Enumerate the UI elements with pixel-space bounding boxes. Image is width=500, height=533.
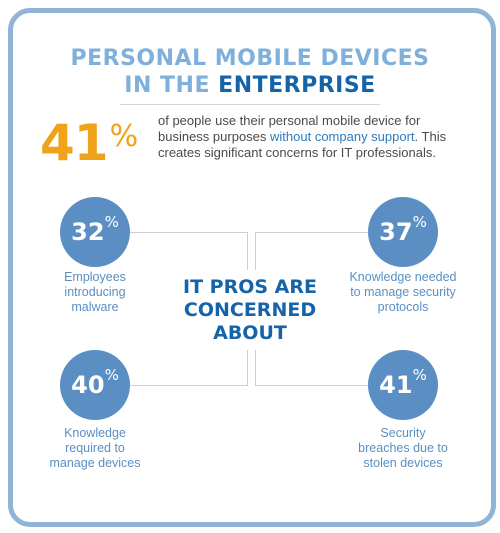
center-heading-line: IT PROS ARE bbox=[183, 276, 317, 298]
title-divider bbox=[120, 104, 380, 105]
stat-unit-manage-devices: % bbox=[104, 366, 119, 384]
headline-text-before: of people use their personal mobile devi… bbox=[158, 113, 421, 144]
stat-value-stolen-devices: 41 bbox=[379, 371, 413, 399]
caption-line: Security bbox=[380, 426, 426, 440]
connector-top-right-drop bbox=[255, 232, 256, 270]
stat-value-security-protocols: 37 bbox=[379, 218, 413, 246]
connector-bottom-left bbox=[130, 385, 248, 386]
title-emphasis: ENTERPRISE bbox=[218, 73, 376, 98]
infographic-card bbox=[8, 8, 496, 527]
title-line-1: PERSONAL MOBILE DEVICES bbox=[70, 46, 430, 71]
caption-security-protocols: Knowledge needed to manage security prot… bbox=[328, 270, 478, 315]
headline-text-after: . This creates significant concerns for … bbox=[158, 129, 447, 160]
connector-top-right bbox=[255, 232, 370, 233]
stat-circle-stolen-devices: 41% bbox=[368, 350, 438, 420]
caption-line: stolen devices bbox=[363, 456, 443, 470]
caption-line: malware bbox=[71, 300, 119, 314]
connector-bottom-right-rise bbox=[255, 350, 256, 386]
caption-line: Employees bbox=[64, 270, 126, 284]
headline-text-highlight: without company support bbox=[270, 129, 415, 144]
caption-stolen-devices: Security breaches due to stolen devices bbox=[328, 426, 478, 471]
headline-stat-value: 41 bbox=[40, 114, 109, 172]
caption-malware: Employees introducing malware bbox=[20, 270, 170, 315]
caption-line: protocols bbox=[377, 300, 429, 314]
title-prefix: IN THE bbox=[124, 73, 210, 98]
caption-line: introducing bbox=[64, 285, 126, 299]
connector-top-left-drop bbox=[247, 232, 248, 270]
stat-circle-manage-devices: 40% bbox=[60, 350, 130, 420]
center-heading: IT PROS ARE CONCERNED ABOUT bbox=[150, 276, 350, 345]
stat-value-malware: 32 bbox=[71, 218, 105, 246]
caption-line: to manage security bbox=[350, 285, 456, 299]
headline-stat-unit: % bbox=[109, 119, 138, 154]
stat-unit-malware: % bbox=[104, 213, 119, 231]
headline-stat: 41% bbox=[40, 118, 138, 168]
connector-bottom-left-rise bbox=[247, 350, 248, 386]
caption-line: Knowledge needed bbox=[349, 270, 457, 284]
title-line-2: IN THE ENTERPRISE bbox=[0, 73, 500, 98]
caption-line: manage devices bbox=[49, 456, 141, 470]
center-heading-line: CONCERNED bbox=[183, 299, 317, 321]
stat-circle-malware: 32% bbox=[60, 197, 130, 267]
connector-bottom-right bbox=[255, 385, 370, 386]
caption-manage-devices: Knowledge required to manage devices bbox=[20, 426, 170, 471]
caption-line: breaches due to bbox=[358, 441, 448, 455]
stat-unit-security-protocols: % bbox=[412, 213, 427, 231]
caption-line: required to bbox=[65, 441, 125, 455]
caption-line: Knowledge bbox=[64, 426, 126, 440]
connector-top-left bbox=[130, 232, 248, 233]
stat-unit-stolen-devices: % bbox=[412, 366, 427, 384]
center-heading-line: ABOUT bbox=[213, 322, 287, 344]
stat-value-manage-devices: 40 bbox=[71, 371, 105, 399]
stat-circle-security-protocols: 37% bbox=[368, 197, 438, 267]
headline-description: of people use their personal mobile devi… bbox=[158, 113, 458, 161]
